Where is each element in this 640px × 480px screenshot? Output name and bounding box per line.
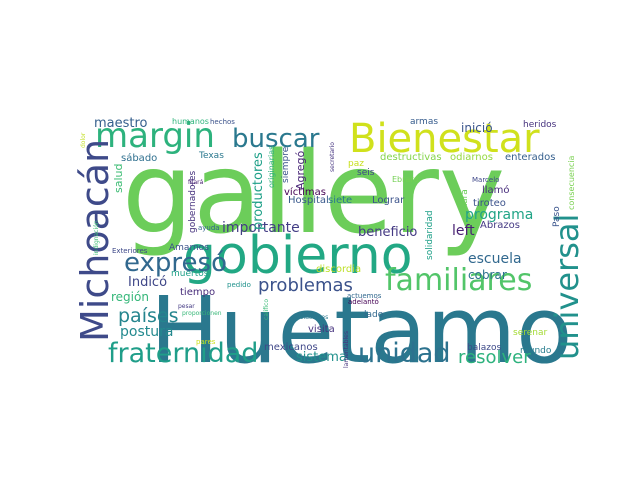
cloud-word: unidad (358, 338, 451, 369)
cloud-word: universal (548, 214, 586, 360)
cloud-word: pesar (178, 303, 195, 310)
cloud-word: gallery (122, 129, 505, 259)
cloud-word: lamentables (343, 331, 350, 368)
cloud-word: víctimas (284, 186, 326, 198)
cloud-word: adelantó (348, 298, 379, 306)
cloud-word: inició (461, 121, 493, 135)
cloud-word: dolor (80, 132, 87, 148)
cloud-word: buscar (232, 124, 320, 154)
cloud-word: escuela (468, 251, 522, 267)
cloud-word: región (111, 290, 149, 304)
cloud-word: maestro (94, 116, 148, 131)
cloud-word: tiroteo (473, 198, 506, 209)
cloud-word: enterados (505, 152, 555, 163)
cloud-word: programa (465, 207, 533, 223)
cloud-word: productores (251, 152, 266, 230)
cloud-word: Paso (552, 206, 562, 227)
cloud-word: lado (364, 310, 384, 320)
cloud-word: serenar (513, 328, 547, 338)
cloud-word: ayuda (198, 224, 220, 232)
cloud-word: Huetamo (150, 277, 572, 384)
cloud-word: left (452, 223, 475, 239)
cloud-word: siete (328, 195, 352, 206)
cloud-word: Rura (460, 189, 470, 210)
cloud-word: destructivas (380, 152, 442, 163)
cloud-word: resolver (458, 347, 531, 368)
cloud-word: hechos (210, 118, 235, 126)
cloud-word: pedido (227, 281, 251, 289)
cloud-word: discordia (316, 264, 361, 275)
cloud-word: heridos (523, 120, 557, 130)
cloud-word: siempre (281, 146, 291, 183)
cloud-word: humanos (172, 117, 209, 126)
cloud-word: consecuencia (567, 155, 576, 210)
cloud-word: mundo (520, 346, 552, 356)
cloud-word: muertos (171, 269, 209, 279)
cloud-word: cobrar (468, 268, 507, 282)
cloud-word: importante (222, 220, 300, 236)
cloud-word: postura (120, 324, 173, 340)
cloud-word: expresó (124, 248, 227, 278)
cloud-word: visita (308, 324, 335, 335)
cloud-word: salud (112, 164, 125, 193)
cloud-word: actuemos (347, 292, 382, 300)
cloud-word: sistema (296, 350, 347, 365)
cloud-word: gobernadores (188, 171, 198, 233)
cloud-word: indignación (93, 220, 100, 255)
cloud-word: Amarnos (169, 243, 209, 253)
cloud-word: margin (95, 116, 215, 156)
cloud-word: pares (196, 338, 216, 346)
cloud-word: Bienestar (349, 116, 540, 162)
cloud-word: paz (348, 159, 364, 169)
cloud-word: solidaridad (425, 210, 435, 260)
cloud-word: Ebrard (392, 175, 419, 184)
cloud-word: seis (357, 168, 375, 178)
cloud-word: Exteriores (112, 247, 148, 255)
cloud-word: tiempo (180, 287, 215, 298)
cloud-word: fijará (188, 179, 204, 186)
cloud-word: armas (410, 117, 438, 127)
cloud-word: llamó (482, 184, 510, 196)
cloud-word: Marcelo (472, 176, 499, 184)
cloud-word: Texas (198, 151, 224, 161)
cloud-word: Relaciones (296, 314, 328, 321)
cloud-word: califico (263, 299, 270, 320)
cloud-word: proporcionen (182, 310, 222, 317)
cloud-word: Abrazos (480, 220, 520, 231)
cloud-word: originarias (267, 146, 276, 188)
cloud-word: gobierno (183, 226, 413, 286)
cloud-word: beneficio (358, 225, 417, 240)
cloud-word: Lograr (372, 195, 405, 206)
cloud-word: odiarnos (450, 152, 493, 163)
cloud-word: sábado (121, 152, 157, 164)
cloud-word: Indicó (128, 275, 167, 290)
cloud-word: Michoacán (73, 139, 117, 342)
cloud-word: problemas (258, 275, 353, 296)
cloud-word: mexicanos (264, 342, 318, 353)
cloud-word: países (118, 305, 178, 327)
cloud-word: fraternidad (108, 338, 258, 369)
cloud-word: secretario (329, 142, 336, 172)
cloud-word: Agregó (294, 150, 307, 190)
cloud-word: balazos (467, 343, 501, 353)
cloud-word: Hospital (288, 195, 329, 206)
cloud-word: familiares (385, 263, 532, 298)
